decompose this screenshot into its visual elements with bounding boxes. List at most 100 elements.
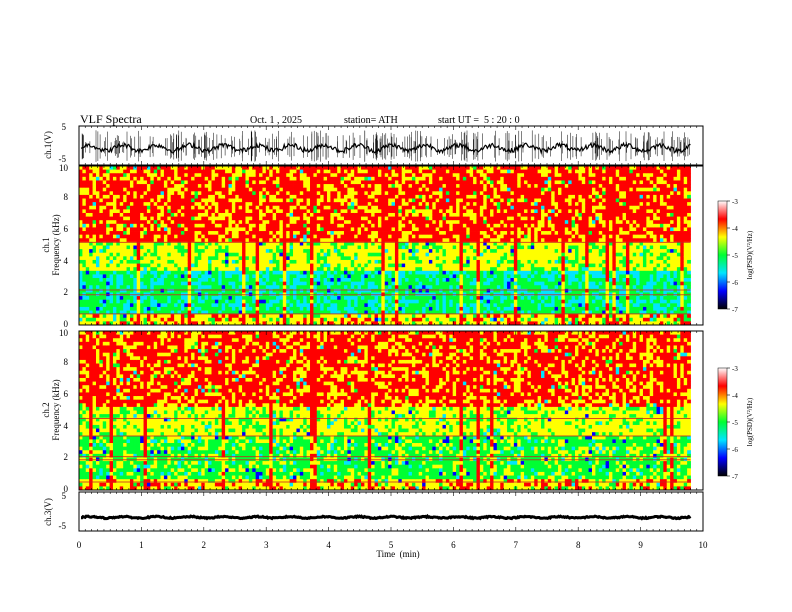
spec-cell: [360, 166, 365, 171]
spec-cell: [381, 194, 386, 199]
spec-cell: [391, 256, 396, 261]
spec-cell: [310, 238, 314, 243]
spec-cell: [276, 303, 280, 308]
spec-cell: [208, 227, 212, 232]
spec-cell: [343, 198, 348, 203]
spec-cell: [289, 187, 294, 192]
spec-cell: [340, 176, 345, 181]
spec-cell: [99, 303, 104, 308]
spec-cell: [160, 274, 165, 279]
spec-cell: [211, 227, 216, 232]
spec-cell: [286, 220, 291, 225]
spec-cell: [354, 299, 358, 304]
spec-cell: [296, 263, 301, 268]
spec-cell: [184, 187, 189, 192]
spec-cell: [367, 223, 372, 228]
spec-cell: [299, 184, 304, 189]
spec-cell: [286, 166, 291, 171]
spec-cell: [343, 249, 348, 254]
spec-cell: [299, 267, 304, 272]
spec-cell: [89, 245, 93, 250]
spec-cell: [340, 180, 345, 185]
spec-cell: [95, 227, 100, 232]
spec-cell: [99, 310, 104, 315]
spec-cell: [218, 245, 223, 250]
spec-cell: [435, 245, 440, 250]
spec-cell: [167, 231, 172, 236]
spec-cell: [299, 299, 304, 304]
spec-cell: [99, 234, 104, 239]
spec-cell: [323, 176, 328, 181]
spec-cell: [269, 180, 274, 185]
spec-cell: [204, 187, 209, 192]
spec-cell: [340, 274, 345, 279]
spec-cell: [296, 216, 301, 221]
spec-cell: [248, 216, 253, 221]
spec-cell: [337, 234, 341, 239]
spec-cell: [225, 299, 229, 304]
spec-cell: [242, 249, 246, 254]
spec-cell: [146, 314, 151, 319]
spec-cell: [442, 205, 447, 210]
spec-cell: [136, 241, 141, 246]
spec-cell: [432, 241, 437, 246]
spec-cell: [360, 241, 365, 246]
spec-cell: [143, 241, 148, 246]
spec-cell: [133, 267, 138, 272]
spec-cell: [235, 270, 240, 275]
spec-cell: [411, 303, 416, 308]
spec-cell: [150, 180, 155, 185]
spec-cell: [259, 180, 263, 185]
spec-cell: [197, 274, 202, 279]
spec-cell: [153, 249, 158, 254]
spec-cell: [299, 296, 304, 301]
spec-cell: [187, 267, 192, 272]
spec-cell: [357, 166, 362, 171]
spec-cell: [208, 314, 212, 319]
spec-cell: [112, 252, 117, 257]
spec-cell: [282, 209, 287, 214]
spec-cell: [180, 259, 185, 264]
spec-cell: [133, 259, 138, 264]
spec-cell: [286, 321, 291, 326]
spec-cell: [201, 274, 206, 279]
spec-cell: [405, 249, 409, 254]
spec-cell: [381, 314, 386, 319]
spec-cell: [293, 187, 297, 192]
spec-cell: [163, 180, 168, 185]
spec-cell: [394, 231, 399, 236]
spec-cell: [313, 227, 318, 232]
spec-cell: [432, 317, 437, 322]
spec-cell: [119, 278, 124, 283]
spec-cell: [405, 184, 409, 189]
spec-cell: [153, 285, 158, 290]
spec-cell: [79, 227, 83, 232]
spec-cell: [157, 296, 161, 301]
spec-cell: [123, 314, 127, 319]
spec-cell: [204, 227, 209, 232]
spec-cell: [333, 223, 338, 228]
spec-cell: [265, 209, 270, 214]
spec-cell: [197, 245, 202, 250]
spec-cell: [214, 317, 219, 322]
spec-cell: [225, 220, 229, 225]
spec-cell: [432, 321, 437, 326]
spec-cell: [143, 285, 148, 290]
spec-cell: [231, 194, 236, 199]
spec-cell: [242, 263, 246, 268]
spec-cell: [377, 173, 382, 178]
spec-cell: [398, 317, 403, 322]
spec-cell: [252, 299, 257, 304]
spec-cell: [330, 187, 335, 192]
spec-cell: [293, 274, 297, 279]
spec-cell: [133, 191, 138, 196]
spec-cell: [327, 180, 331, 185]
spec-cell: [350, 321, 355, 326]
spec-cell: [377, 227, 382, 232]
spec-cell: [95, 274, 100, 279]
spec-cell: [296, 205, 301, 210]
spec-cell: [204, 249, 209, 254]
spec-cell: [109, 252, 114, 257]
spec-cell: [174, 310, 178, 315]
spec-cell: [85, 166, 90, 171]
